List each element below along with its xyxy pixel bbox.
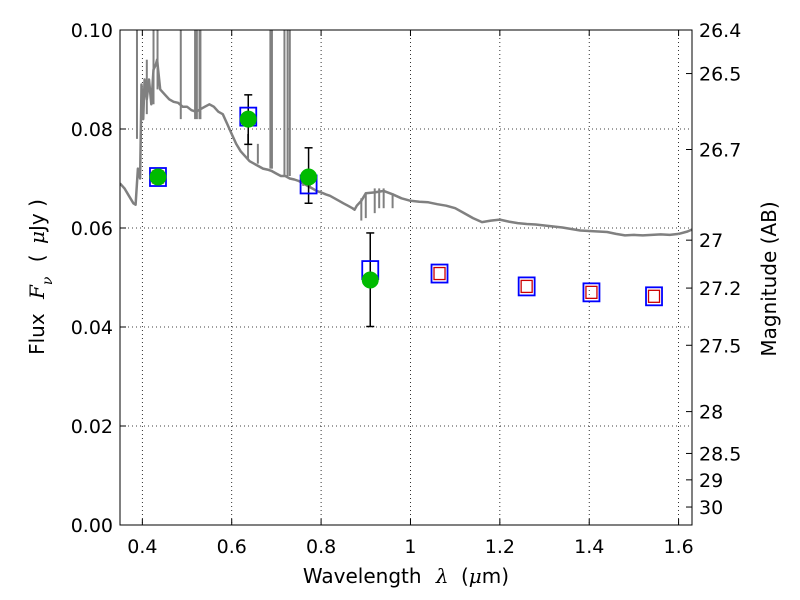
model-photometry-inner-point xyxy=(520,279,533,294)
model-photometry-inner-point xyxy=(585,285,598,300)
x-tick-label: 1.6 xyxy=(663,536,693,558)
magnitude-tick-label: 29 xyxy=(699,470,723,492)
x-tick-label: 0.8 xyxy=(306,536,336,558)
x-axis-label-unit-rest: m) xyxy=(482,564,509,588)
x-axis-label: Wavelength λ (μm) xyxy=(303,564,509,588)
y-axis-label-symbol: F xyxy=(25,284,49,300)
y-axis-label-prefix: Flux xyxy=(25,313,49,355)
model-photometry-point xyxy=(430,263,449,284)
magnitude-tick-label: 26.5 xyxy=(699,64,741,86)
grid xyxy=(120,30,692,525)
x-tick-label: 1 xyxy=(404,536,416,558)
magnitude-tick-label: 28.5 xyxy=(699,443,741,465)
y-tick-label: 0.00 xyxy=(71,515,113,537)
x-axis-label-unit-mu: μ xyxy=(469,564,482,588)
model-photometry-point xyxy=(645,286,663,307)
magnitude-tick-label: 27.2 xyxy=(699,278,741,300)
model-photometry-point xyxy=(517,276,536,297)
x-axis-label-prefix: Wavelength xyxy=(303,564,422,588)
spectrum-line xyxy=(120,58,692,237)
model-photometry-inner-point xyxy=(433,266,446,281)
observed-point xyxy=(300,168,318,186)
y-tick-label: 0.06 xyxy=(71,218,113,240)
magnitude-axis-label: Magnitude (AB) xyxy=(757,201,781,356)
magnitude-tick-label: 27.5 xyxy=(699,335,741,357)
observed-point xyxy=(361,271,379,289)
x-tick-label: 0.6 xyxy=(217,536,247,558)
magnitude-tick-label: 28 xyxy=(699,402,723,424)
model-photometry-point xyxy=(582,282,601,303)
plot-frame xyxy=(119,29,693,526)
magnitude-tick-label: 26.4 xyxy=(699,20,741,42)
y-tick-label: 0.10 xyxy=(71,20,113,42)
y-tick-label: 0.04 xyxy=(71,317,113,339)
observed-point xyxy=(239,110,257,128)
axis-ticks: 0.4 0.6 0.8 1 1.2 1.4 1.6 0.00 0.02 0.04 0.06 0.08 0… xyxy=(71,20,742,558)
y-axis-label-unit-rest: Jy ) xyxy=(25,199,49,233)
magnitude-tick-label: 30 xyxy=(699,497,723,519)
y-axis-label-unit-mu: μ xyxy=(25,231,49,244)
model-photometry-inner-point xyxy=(647,289,661,303)
x-tick-label: 1.4 xyxy=(574,536,604,558)
y-axis-label-unit-open: ( xyxy=(25,254,49,262)
model-spectrum-series xyxy=(120,30,692,237)
observed-point xyxy=(149,168,167,186)
x-tick-label: 1.2 xyxy=(485,536,515,558)
magnitude-tick-label: 26.7 xyxy=(699,140,741,162)
y-tick-label: 0.08 xyxy=(71,119,113,141)
y-axis-label: Flux Fν ( μJy ) xyxy=(25,199,56,355)
y-axis-label-symbol-sub: ν xyxy=(40,276,56,285)
x-axis-label-unit-open: ( xyxy=(461,564,469,588)
magnitude-tick-label: 27 xyxy=(699,230,723,252)
x-axis-label-symbol: λ xyxy=(435,564,449,588)
y-tick-label: 0.02 xyxy=(71,416,113,438)
observed-series xyxy=(149,110,379,289)
x-tick-label: 0.4 xyxy=(127,536,157,558)
